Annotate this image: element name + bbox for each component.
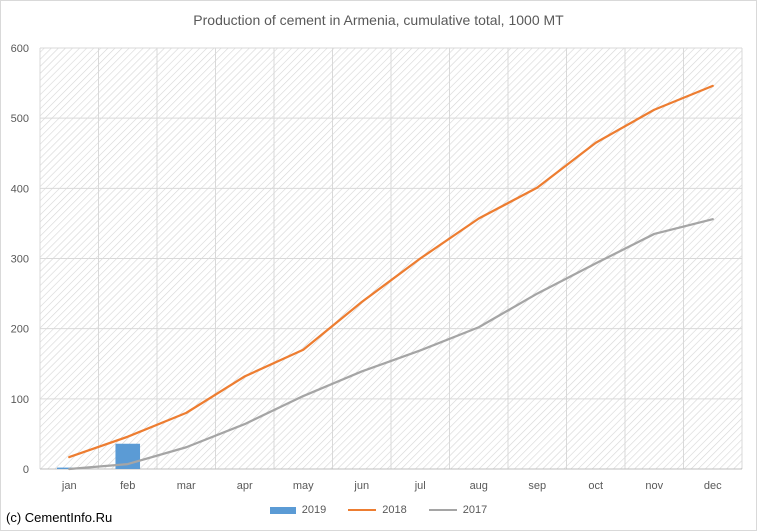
legend-item-2018: 2018 [348,504,407,516]
legend-item-2019: 2019 [269,504,327,516]
y-axis: 0 100 200 300 400 500 600 [11,43,29,476]
gridlines [39,47,743,470]
x-tick-label: mar [177,480,196,492]
y-tick-label: 500 [11,113,29,125]
x-tick-label: nov [645,480,663,492]
legend-label: 2017 [462,504,488,516]
legend-swatch [428,509,457,511]
y-tick-label: 600 [11,43,29,55]
x-axis: jan feb mar apr may jun jul aug sep oct nov dec [40,468,742,492]
line-series [68,84,714,471]
legend-item-2017: 2017 [428,504,488,516]
y-tick-label: 300 [11,254,29,266]
chart-title: Production of cement in Armenia, cumulat… [193,12,564,28]
y-tick-label: 200 [11,324,29,336]
x-tick-label: aug [470,480,488,492]
x-tick-label: dec [704,480,722,492]
y-tick-label: 0 [23,464,29,476]
x-tick-label: oct [588,480,603,492]
x-tick-label: jul [414,480,426,492]
y-tick-label: 100 [11,394,29,406]
x-tick-label: apr [237,480,253,492]
x-tick-label: feb [120,480,135,492]
x-tick-label: may [293,480,314,492]
y-tick-label: 400 [11,183,29,195]
legend: 2019 2018 2017 [0,504,757,516]
copyright-credit: (c) CementInfo.Ru [6,510,113,525]
legend-label: 2019 [301,504,327,516]
line-2018 [68,84,714,459]
legend-label: 2018 [382,504,407,516]
x-tick-label: sep [528,480,546,492]
legend-swatch [348,509,377,511]
legend-swatch [269,506,296,514]
line-2017 [68,218,714,471]
x-tick-label: jan [61,480,77,492]
x-tick-label: jun [353,480,369,492]
